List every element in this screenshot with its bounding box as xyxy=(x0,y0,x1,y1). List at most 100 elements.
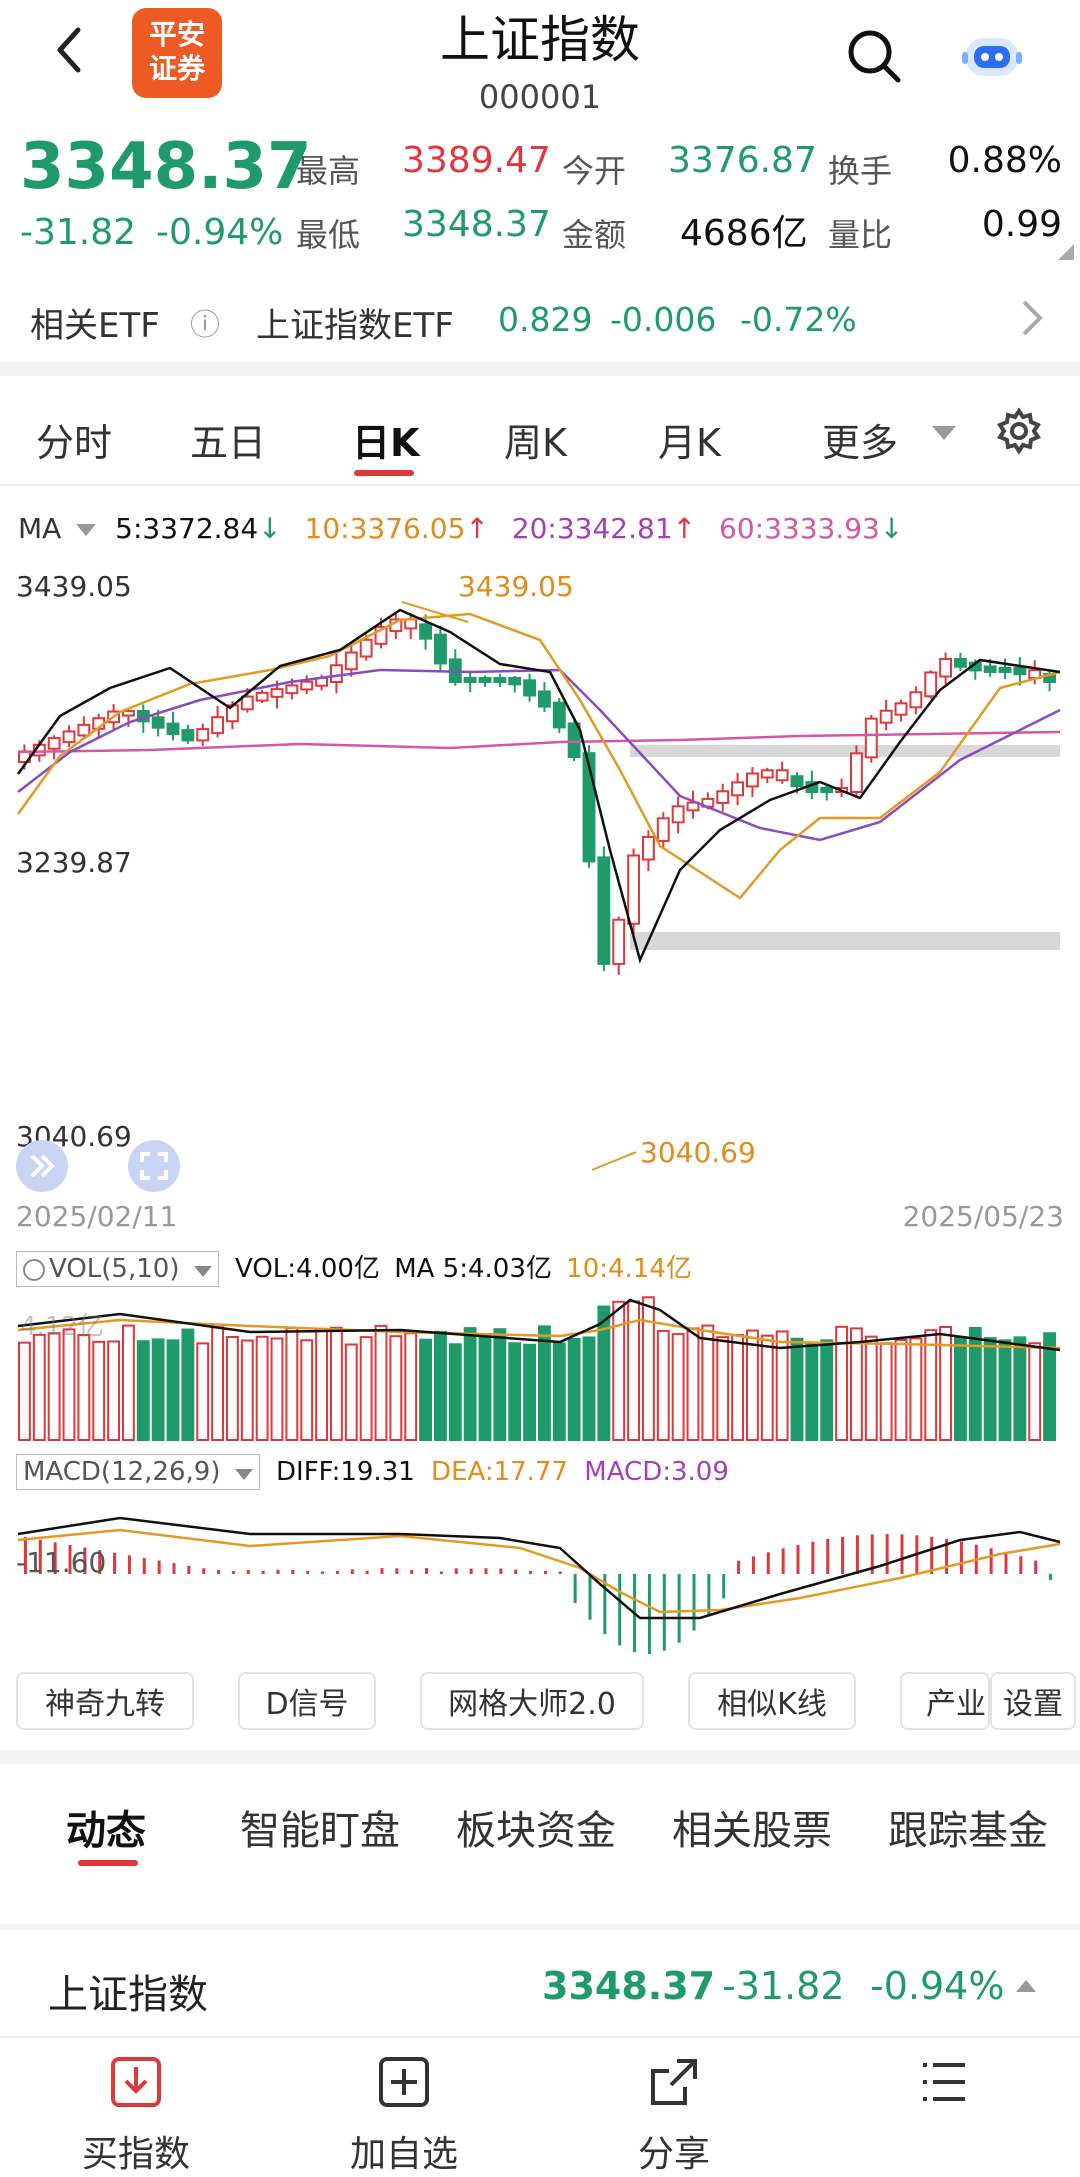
volume-bar xyxy=(939,1325,953,1441)
menu-button[interactable] xyxy=(864,2055,1024,2113)
support-band xyxy=(630,745,1060,757)
candle xyxy=(894,702,908,716)
summary-row[interactable]: 上证指数 3348.37 -31.82 -0.94% xyxy=(0,1930,1080,2040)
tab-more[interactable]: 更多 xyxy=(822,421,899,465)
settings-gear-icon[interactable] xyxy=(994,406,1044,456)
volume-bar xyxy=(924,1329,938,1442)
vol-legend[interactable]: VOL(5,10) VOL:4.00亿 MA 5:4.03亿 10:4.14亿 xyxy=(16,1248,692,1287)
ma10-value: 10:3376.05 xyxy=(304,512,466,545)
search-icon[interactable] xyxy=(844,26,904,86)
volume-bar xyxy=(240,1339,254,1442)
candle xyxy=(567,722,581,759)
amount-label: 金额 xyxy=(562,216,627,254)
dropdown-triangle-icon[interactable] xyxy=(932,426,956,440)
fast-forward-icon[interactable] xyxy=(16,1140,68,1192)
price-axis-mid: 3239.87 xyxy=(16,846,132,879)
ma-dropdown-icon[interactable] xyxy=(76,524,97,536)
subtab-smart-watch[interactable]: 智能盯盘 xyxy=(240,1808,400,1854)
buy-index-button[interactable]: 买指数 xyxy=(56,2055,216,2177)
add-watchlist-button[interactable]: 加自选 xyxy=(324,2055,484,2177)
candle xyxy=(656,817,670,842)
subtab-sector-funds[interactable]: 板块资金 xyxy=(456,1808,616,1854)
back-icon[interactable] xyxy=(40,20,100,80)
tab-fenshi[interactable]: 分时 xyxy=(36,421,113,465)
info-icon[interactable]: ⓘ xyxy=(190,308,220,343)
etf-row[interactable]: 相关ETF ⓘ 上证指数ETF 0.829 -0.006 -0.72% xyxy=(0,278,1080,360)
volume-bar xyxy=(879,1342,893,1441)
low-annotation: 3040.69 xyxy=(640,1136,756,1169)
candle xyxy=(538,690,551,708)
volume-bar xyxy=(226,1335,239,1441)
high-label: 最高 xyxy=(296,152,361,190)
vol-ma10: 10:4.14亿 xyxy=(566,1254,692,1284)
tab-daily-k[interactable]: 日K xyxy=(352,421,420,465)
candle xyxy=(359,638,373,658)
volume-bar xyxy=(434,1330,447,1441)
open-value: 3376.87 xyxy=(668,140,817,181)
candle xyxy=(924,671,938,698)
tool-button-d-signal[interactable]: D信号 xyxy=(238,1672,376,1730)
share-button[interactable]: 分享 xyxy=(594,2055,754,2177)
volume-bar xyxy=(211,1326,224,1441)
volume-bar xyxy=(285,1327,299,1441)
subtab-related-stocks[interactable]: 相关股票 xyxy=(672,1808,832,1854)
stock-code: 000001 xyxy=(478,78,602,116)
vol-selector[interactable]: VOL(5,10) xyxy=(16,1251,219,1287)
support-band xyxy=(630,932,1060,950)
vol-ma5-line xyxy=(17,1298,1061,1352)
tool-button-grid-master[interactable]: 网格大师2.0 xyxy=(420,1672,644,1730)
expand-corner-icon[interactable] xyxy=(1058,244,1074,260)
robot-assistant-icon[interactable] xyxy=(960,28,1024,84)
fullscreen-icon[interactable] xyxy=(128,1140,180,1192)
macd-selector[interactable]: MACD(12,26,9) xyxy=(16,1454,260,1490)
volume-bar xyxy=(686,1327,700,1441)
candle xyxy=(746,772,759,788)
candle xyxy=(344,651,358,671)
volume-chart xyxy=(17,1296,1061,1442)
high-value: 3389.47 xyxy=(402,140,551,181)
plus-box-icon xyxy=(379,2057,429,2107)
low-value: 3348.37 xyxy=(402,204,551,245)
tab-monthly-k[interactable]: 月K xyxy=(658,421,721,465)
low-marker-line xyxy=(591,1151,637,1171)
caret-up-icon[interactable] xyxy=(1016,1980,1036,1992)
candle xyxy=(686,801,700,812)
volume-bar xyxy=(746,1329,759,1441)
share-icon xyxy=(651,2059,697,2105)
candle xyxy=(820,787,834,793)
tab-weekly-k[interactable]: 周K xyxy=(504,421,567,465)
tool-button-similar-k[interactable]: 相似K线 xyxy=(688,1672,856,1730)
turnover-label: 换手 xyxy=(828,152,893,190)
volume-bar xyxy=(419,1338,432,1441)
candle xyxy=(716,790,730,804)
candle xyxy=(166,722,180,736)
candle xyxy=(879,709,893,724)
candle xyxy=(790,775,804,788)
subtab-tracking-funds[interactable]: 跟踪基金 xyxy=(888,1808,1048,1854)
volume-bar xyxy=(448,1343,462,1442)
volume-bar xyxy=(850,1327,863,1442)
volume-bar xyxy=(62,1328,76,1441)
kline-chart[interactable] xyxy=(0,560,1080,1180)
candle xyxy=(151,716,165,729)
candle xyxy=(270,688,284,698)
candle xyxy=(983,665,997,674)
tool-button-settings[interactable]: 设置 xyxy=(990,1672,1076,1730)
tool-button-nine-turn[interactable]: 神奇九转 xyxy=(16,1672,194,1730)
broker-logo: 平安 证券 xyxy=(132,8,222,98)
macd-legend[interactable]: MACD(12,26,9) DIFF:19.31 DEA:17.77 MACD:… xyxy=(16,1454,729,1490)
chevron-right-icon[interactable] xyxy=(1016,296,1046,344)
ma-legend[interactable]: MA 5:3372.84↓ 10:3376.05↑ 20:3342.81↑ 60… xyxy=(18,512,903,545)
tab-five-day[interactable]: 五日 xyxy=(190,421,267,465)
etf-change: -0.006 xyxy=(610,300,717,339)
volume-bar xyxy=(597,1305,611,1441)
volume-bar xyxy=(92,1340,106,1442)
candle xyxy=(582,752,596,863)
subtab-dynamics[interactable]: 动态 xyxy=(66,1808,146,1854)
volume-bar xyxy=(894,1338,908,1441)
candle xyxy=(597,856,611,965)
volume-bar xyxy=(359,1336,373,1441)
tool-button-industry[interactable]: 产业 xyxy=(900,1672,990,1730)
macd-chart xyxy=(17,1516,1061,1654)
volume-bar xyxy=(77,1334,91,1441)
